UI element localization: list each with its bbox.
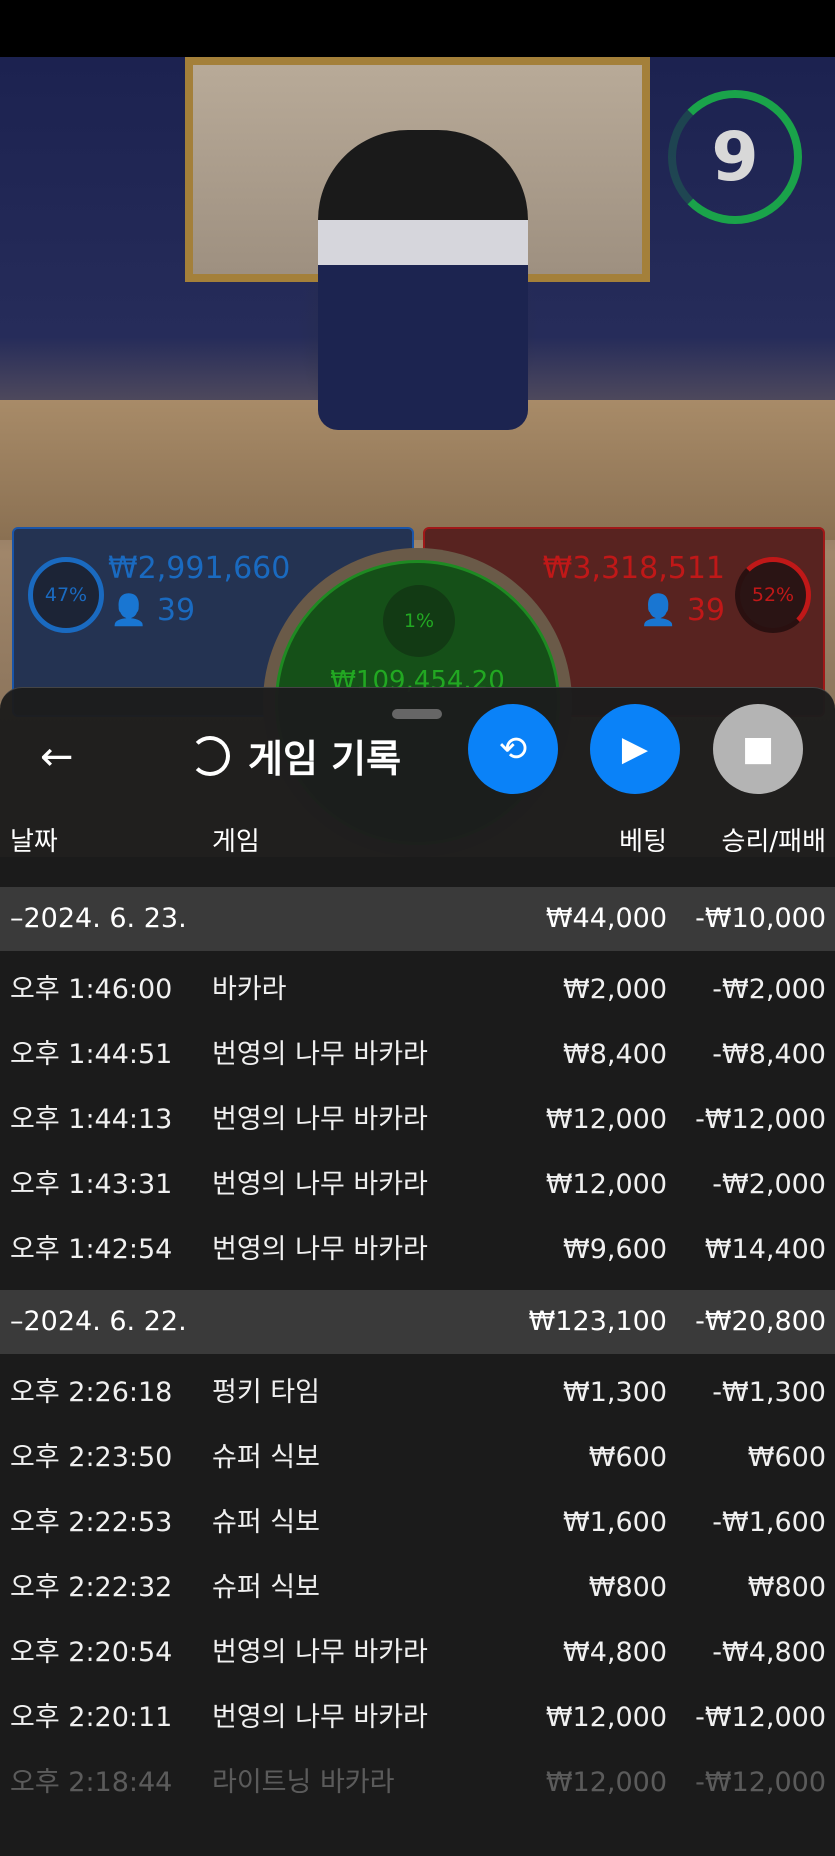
row-time: 오후 2:20:11 xyxy=(10,1702,173,1733)
tie-percent: 1% xyxy=(383,585,455,657)
video-dealer xyxy=(318,130,528,430)
stop-icon[interactable]: ■ xyxy=(713,704,803,794)
rotate-icon[interactable]: ⟲ xyxy=(468,704,558,794)
history-row[interactable]: 오후 1:42:54 번영의 나무 바카라 ₩9,600 ₩14,400 xyxy=(0,1217,835,1282)
group-bet: ₩44,000 xyxy=(545,903,667,934)
history-list: –2024. 6. 23. ₩44,000 -₩10,000 오후 1:46:00 바카… xyxy=(0,887,835,1815)
row-result: -₩8,400 xyxy=(712,1039,826,1070)
row-time: 오후 2:22:32 xyxy=(10,1572,173,1603)
row-bet: ₩12,000 xyxy=(545,1767,667,1798)
history-row[interactable]: 오후 1:43:31 번영의 나무 바카라 ₩12,000 -₩2,000 xyxy=(0,1152,835,1217)
drag-handle[interactable] xyxy=(392,709,442,719)
row-bet: ₩12,000 xyxy=(545,1169,667,1200)
sheet-title: 게임 기록 xyxy=(190,728,401,783)
row-game: 바카라 xyxy=(212,974,287,1005)
history-icon xyxy=(190,735,230,776)
row-bet: ₩8,400 xyxy=(563,1039,667,1070)
player-percent: 47% xyxy=(28,557,104,633)
row-result: -₩2,000 xyxy=(712,974,826,1005)
date-group-row[interactable]: –2024. 6. 23. ₩44,000 -₩10,000 xyxy=(0,887,835,951)
row-time: 오후 1:46:00 xyxy=(10,974,173,1005)
group-date: –2024. 6. 23. xyxy=(10,903,187,934)
row-result: ₩800 xyxy=(747,1572,826,1603)
row-time: 오후 1:43:31 xyxy=(10,1169,173,1200)
row-result: -₩1,300 xyxy=(712,1377,826,1408)
banker-percent: 52% xyxy=(735,557,811,633)
column-game: 게임 xyxy=(212,827,260,857)
back-arrow-icon[interactable]: ← xyxy=(40,734,74,780)
row-bet: ₩4,800 xyxy=(563,1637,667,1668)
column-bet: 베팅 xyxy=(619,827,667,857)
history-row[interactable]: 오후 2:22:32 슈퍼 식보 ₩800 ₩800 xyxy=(0,1555,835,1620)
banker-count-value: 39 xyxy=(686,593,725,628)
row-game: 번영의 나무 바카라 xyxy=(212,1039,428,1070)
row-bet: ₩12,000 xyxy=(545,1702,667,1733)
row-time: 오후 2:26:18 xyxy=(10,1377,173,1408)
row-result: ₩600 xyxy=(747,1442,826,1473)
row-game: 번영의 나무 바카라 xyxy=(212,1169,428,1200)
row-result: -₩1,600 xyxy=(712,1507,826,1538)
player-amount: ₩2,991,660 xyxy=(108,551,291,586)
row-result: -₩12,000 xyxy=(695,1767,826,1798)
row-time: 오후 2:22:53 xyxy=(10,1507,173,1538)
group-bet: ₩123,100 xyxy=(528,1306,667,1337)
group-result: -₩20,800 xyxy=(695,1306,826,1337)
row-game: 번영의 나무 바카라 xyxy=(212,1702,428,1733)
row-result: -₩2,000 xyxy=(712,1169,826,1200)
row-bet: ₩1,300 xyxy=(563,1377,667,1408)
row-bet: ₩800 xyxy=(588,1572,667,1603)
row-game: 슈퍼 식보 xyxy=(212,1507,320,1538)
history-row[interactable]: 오후 1:44:51 번영의 나무 바카라 ₩8,400 -₩8,400 xyxy=(0,1022,835,1087)
row-time: 오후 2:23:50 xyxy=(10,1442,173,1473)
row-bet: ₩12,000 xyxy=(545,1104,667,1135)
row-bet: ₩2,000 xyxy=(563,974,667,1005)
row-result: -₩4,800 xyxy=(712,1637,826,1668)
row-game: 번영의 나무 바카라 xyxy=(212,1234,428,1265)
history-row[interactable]: 오후 2:20:11 번영의 나무 바카라 ₩12,000 -₩12,000 xyxy=(0,1685,835,1750)
countdown-timer: 9 xyxy=(668,90,802,224)
history-row[interactable]: 오후 2:18:44 라이트닝 바카라 ₩12,000 -₩12,000 xyxy=(0,1750,835,1815)
row-game: 슈퍼 식보 xyxy=(212,1442,320,1473)
row-game: 라이트닝 바카라 xyxy=(212,1767,395,1798)
history-row[interactable]: 오후 1:46:00 바카라 ₩2,000 -₩2,000 xyxy=(0,957,835,1022)
row-time: 오후 2:18:44 xyxy=(10,1767,173,1798)
history-row[interactable]: 오후 2:26:18 펑키 타임 ₩1,300 -₩1,300 xyxy=(0,1360,835,1425)
player-count: 👤 39 xyxy=(110,593,195,629)
row-game: 번영의 나무 바카라 xyxy=(212,1104,428,1135)
column-date: 날짜 xyxy=(10,827,58,857)
history-row[interactable]: 오후 2:22:53 슈퍼 식보 ₩1,600 -₩1,600 xyxy=(0,1490,835,1555)
row-result: ₩14,400 xyxy=(704,1234,826,1265)
history-row[interactable]: 오후 1:44:13 번영의 나무 바카라 ₩12,000 -₩12,000 xyxy=(0,1087,835,1152)
group-result: -₩10,000 xyxy=(695,903,826,934)
title-text: 게임 기록 xyxy=(248,737,402,781)
row-game: 번영의 나무 바카라 xyxy=(212,1637,428,1668)
row-bet: ₩1,600 xyxy=(563,1507,667,1538)
game-history-sheet: ← 게임 기록 ⟲ ▶ ■ 날짜 게임 베팅 승리/패배 –2024. 6. 2… xyxy=(0,687,835,1856)
row-bet: ₩600 xyxy=(588,1442,667,1473)
group-date: –2024. 6. 22. xyxy=(10,1306,187,1337)
row-game: 펑키 타임 xyxy=(212,1377,320,1408)
row-bet: ₩9,600 xyxy=(563,1234,667,1265)
row-game: 슈퍼 식보 xyxy=(212,1572,320,1603)
status-bar xyxy=(0,0,835,57)
table-header: 날짜 게임 베팅 승리/패배 xyxy=(0,821,835,881)
replay-icon[interactable]: ▶ xyxy=(590,704,680,794)
row-time: 오후 2:20:54 xyxy=(10,1637,173,1668)
date-group-row[interactable]: –2024. 6. 22. ₩123,100 -₩20,800 xyxy=(0,1290,835,1354)
banker-amount: ₩3,318,511 xyxy=(542,551,725,586)
banker-count: 👤 39 xyxy=(640,593,725,629)
person-icon: 👤 xyxy=(110,593,148,628)
row-time: 오후 1:44:13 xyxy=(10,1104,173,1135)
row-result: -₩12,000 xyxy=(695,1104,826,1135)
history-row[interactable]: 오후 2:23:50 슈퍼 식보 ₩600 ₩600 xyxy=(0,1425,835,1490)
row-time: 오후 1:44:51 xyxy=(10,1039,173,1070)
column-result: 승리/패배 xyxy=(721,827,826,857)
person-icon: 👤 xyxy=(639,593,678,628)
player-count-value: 39 xyxy=(156,593,196,628)
history-row[interactable]: 오후 2:20:54 번영의 나무 바카라 ₩4,800 -₩4,800 xyxy=(0,1620,835,1685)
row-result: -₩12,000 xyxy=(695,1702,826,1733)
row-time: 오후 1:42:54 xyxy=(10,1234,173,1265)
